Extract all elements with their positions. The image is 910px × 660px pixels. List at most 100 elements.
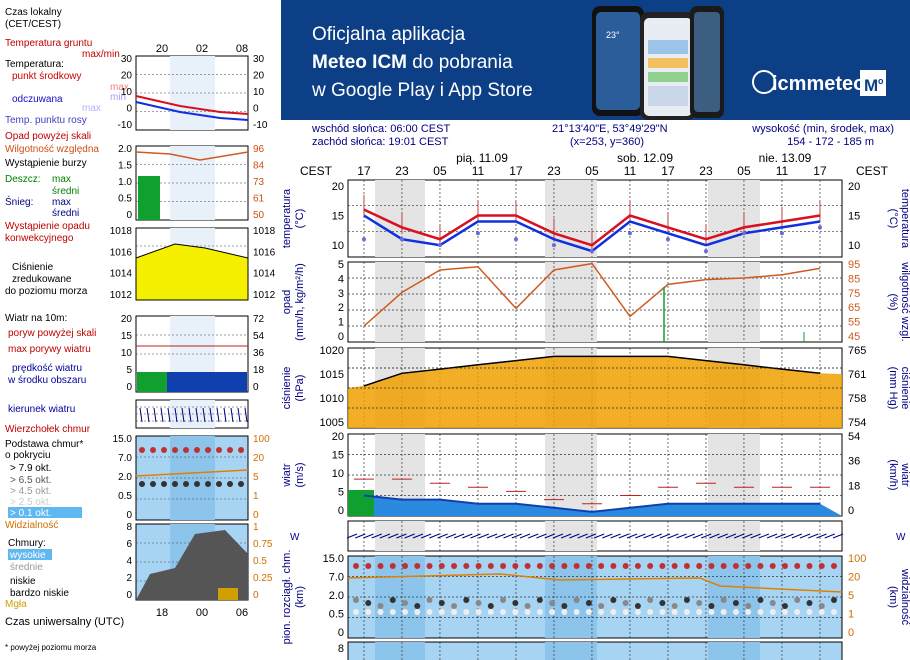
wind-arrow: [643, 533, 654, 539]
wind-arrow: [445, 533, 457, 539]
legend-tick-right: -10: [253, 120, 268, 131]
cloud-base-dot: [451, 609, 458, 615]
panel-temp: 20 20 15 15 10 10: [332, 179, 860, 258]
legend-visibility-line: [135, 469, 249, 477]
legend-felt-line: [135, 101, 249, 121]
legend-tick-right: 0: [253, 104, 259, 115]
legend-cloud-base-dot: [238, 481, 244, 487]
svg-text:max: max: [82, 103, 101, 114]
legend-cloud-base-dot: [139, 481, 145, 487]
svg-text:w środku obszaru: w środku obszaru: [7, 375, 86, 386]
visibility-axis-unit: (km): [887, 586, 899, 608]
wind-arrow: [486, 533, 498, 539]
legend-tick-right: 1: [253, 491, 259, 502]
legend-cloud-top-dot: [172, 447, 178, 453]
legend-cloud-base-dot: [205, 481, 211, 487]
legend-tick-right: 0.75: [253, 539, 273, 550]
wind-arrow: [701, 533, 712, 539]
legend-tick-left: -10: [118, 120, 133, 131]
legend-tick-left: 1.5: [118, 161, 132, 172]
legend-tick-right: 54: [253, 331, 265, 342]
legend-tick-left: 0: [126, 590, 132, 601]
cloud-base-dot: [512, 600, 519, 606]
y-tick-right: 754: [848, 417, 866, 429]
panel-dir: [346, 520, 844, 552]
cloud-base-dot: [696, 609, 703, 615]
legend-tick-left: 1014: [110, 269, 133, 280]
y-tick-right: 10: [848, 240, 860, 252]
cloud-base-dot: [475, 609, 482, 615]
legend-fog-bar: [218, 588, 238, 600]
hour-tick-label: 11: [624, 164, 637, 178]
temp-axis-unit: (°C): [294, 209, 306, 229]
cloud-top-dot: [389, 563, 396, 569]
humidity-axis-unit: (%): [887, 293, 899, 310]
svg-text:średni: średni: [52, 186, 79, 197]
cloud-base-dot: [451, 603, 458, 609]
legend-cloud-top-dot: [227, 447, 233, 453]
panel-cloudbase: 15.0 7.0 2.0 0.5 0 100 20 5 1 0: [323, 553, 867, 639]
legend-tick-right: 50: [253, 210, 265, 221]
cloud-base-dot: [634, 609, 641, 615]
y-tick-left: 7.0: [329, 572, 344, 584]
wind-arrow: [536, 533, 547, 539]
night-band: [545, 642, 597, 660]
cloud-top-dot: [794, 563, 801, 569]
y-tick-right: 45: [848, 331, 860, 343]
phone-temp: 23°: [606, 30, 620, 40]
wind-arrow: [593, 533, 605, 539]
wind-speed-green: [348, 490, 374, 516]
svg-text:> 0.1 okt.: > 0.1 okt.: [10, 508, 51, 519]
legend-tick-left: 2: [126, 573, 132, 584]
cloud-base-dot: [438, 609, 445, 615]
svg-text:konwekcyjnego: konwekcyjnego: [5, 233, 74, 244]
night-band: [708, 521, 760, 551]
wind-arrow: [363, 533, 374, 539]
svg-text:poryw powyżej skali: poryw powyżej skali: [8, 328, 96, 339]
cloud-base-dot: [463, 597, 470, 603]
y-tick-left: 20: [332, 181, 344, 193]
wind-arrow: [404, 533, 415, 539]
grid-point: (x=253, y=360): [570, 136, 644, 148]
svg-text:odczuwana: odczuwana: [12, 94, 63, 105]
cloud-base-dot: [536, 609, 543, 615]
pressure-axis-label: ciśnienie: [281, 367, 293, 410]
legend-tick-left: 1.0: [118, 177, 132, 188]
dew-point-dot: [437, 243, 442, 248]
svg-text:Opad powyżej skali: Opad powyżej skali: [5, 131, 91, 142]
cloud-base-dot: [831, 597, 837, 603]
y-tick-right: 765: [848, 345, 866, 357]
cloud-base-dot: [732, 600, 739, 606]
wind-arrow: [585, 533, 597, 539]
cloud-base-dot: [671, 609, 678, 615]
wind-arrow: [429, 533, 440, 539]
y-tick-left: 0: [338, 331, 344, 343]
legend-tick-left: 20: [121, 314, 133, 325]
y-tick-left: 0: [338, 627, 344, 639]
elevation-values: 154 - 172 - 185 m: [787, 136, 874, 148]
wind-speed-area: [348, 495, 842, 516]
legend-wind-arrow: [230, 407, 234, 423]
y-tick-left: 10: [332, 240, 344, 252]
wind-arrow: [610, 533, 621, 539]
dew-point-dot: [665, 237, 670, 242]
y-tick-left: 4: [338, 273, 344, 285]
wind-arrow: [651, 533, 662, 539]
legend-wind-arrow: [202, 407, 206, 423]
promo-banner[interactable]: Oficjalna aplikacja Meteo ICM do pobrani…: [281, 0, 910, 120]
sunrise: wschód słońca: 06:00 CEST: [311, 123, 450, 135]
legend-tick-right: 1018: [253, 226, 276, 237]
wind-arrow: [552, 533, 564, 539]
night-band: [375, 262, 425, 342]
tz-label-left: CEST: [300, 164, 333, 178]
cloud-base-dot: [806, 609, 813, 615]
hour-tick-label: 23: [699, 164, 713, 178]
cloud-top-dot: [524, 563, 531, 569]
cloud-base-dot: [524, 609, 531, 615]
legend-tick-right: 18: [253, 365, 265, 376]
y-tick-right: 20: [848, 181, 860, 193]
legend-cloud-base-dot: [161, 481, 167, 487]
legend-wind-green: [137, 372, 167, 392]
logo-text: icmmeteo: [772, 73, 865, 95]
wind-arrow: [544, 533, 555, 539]
